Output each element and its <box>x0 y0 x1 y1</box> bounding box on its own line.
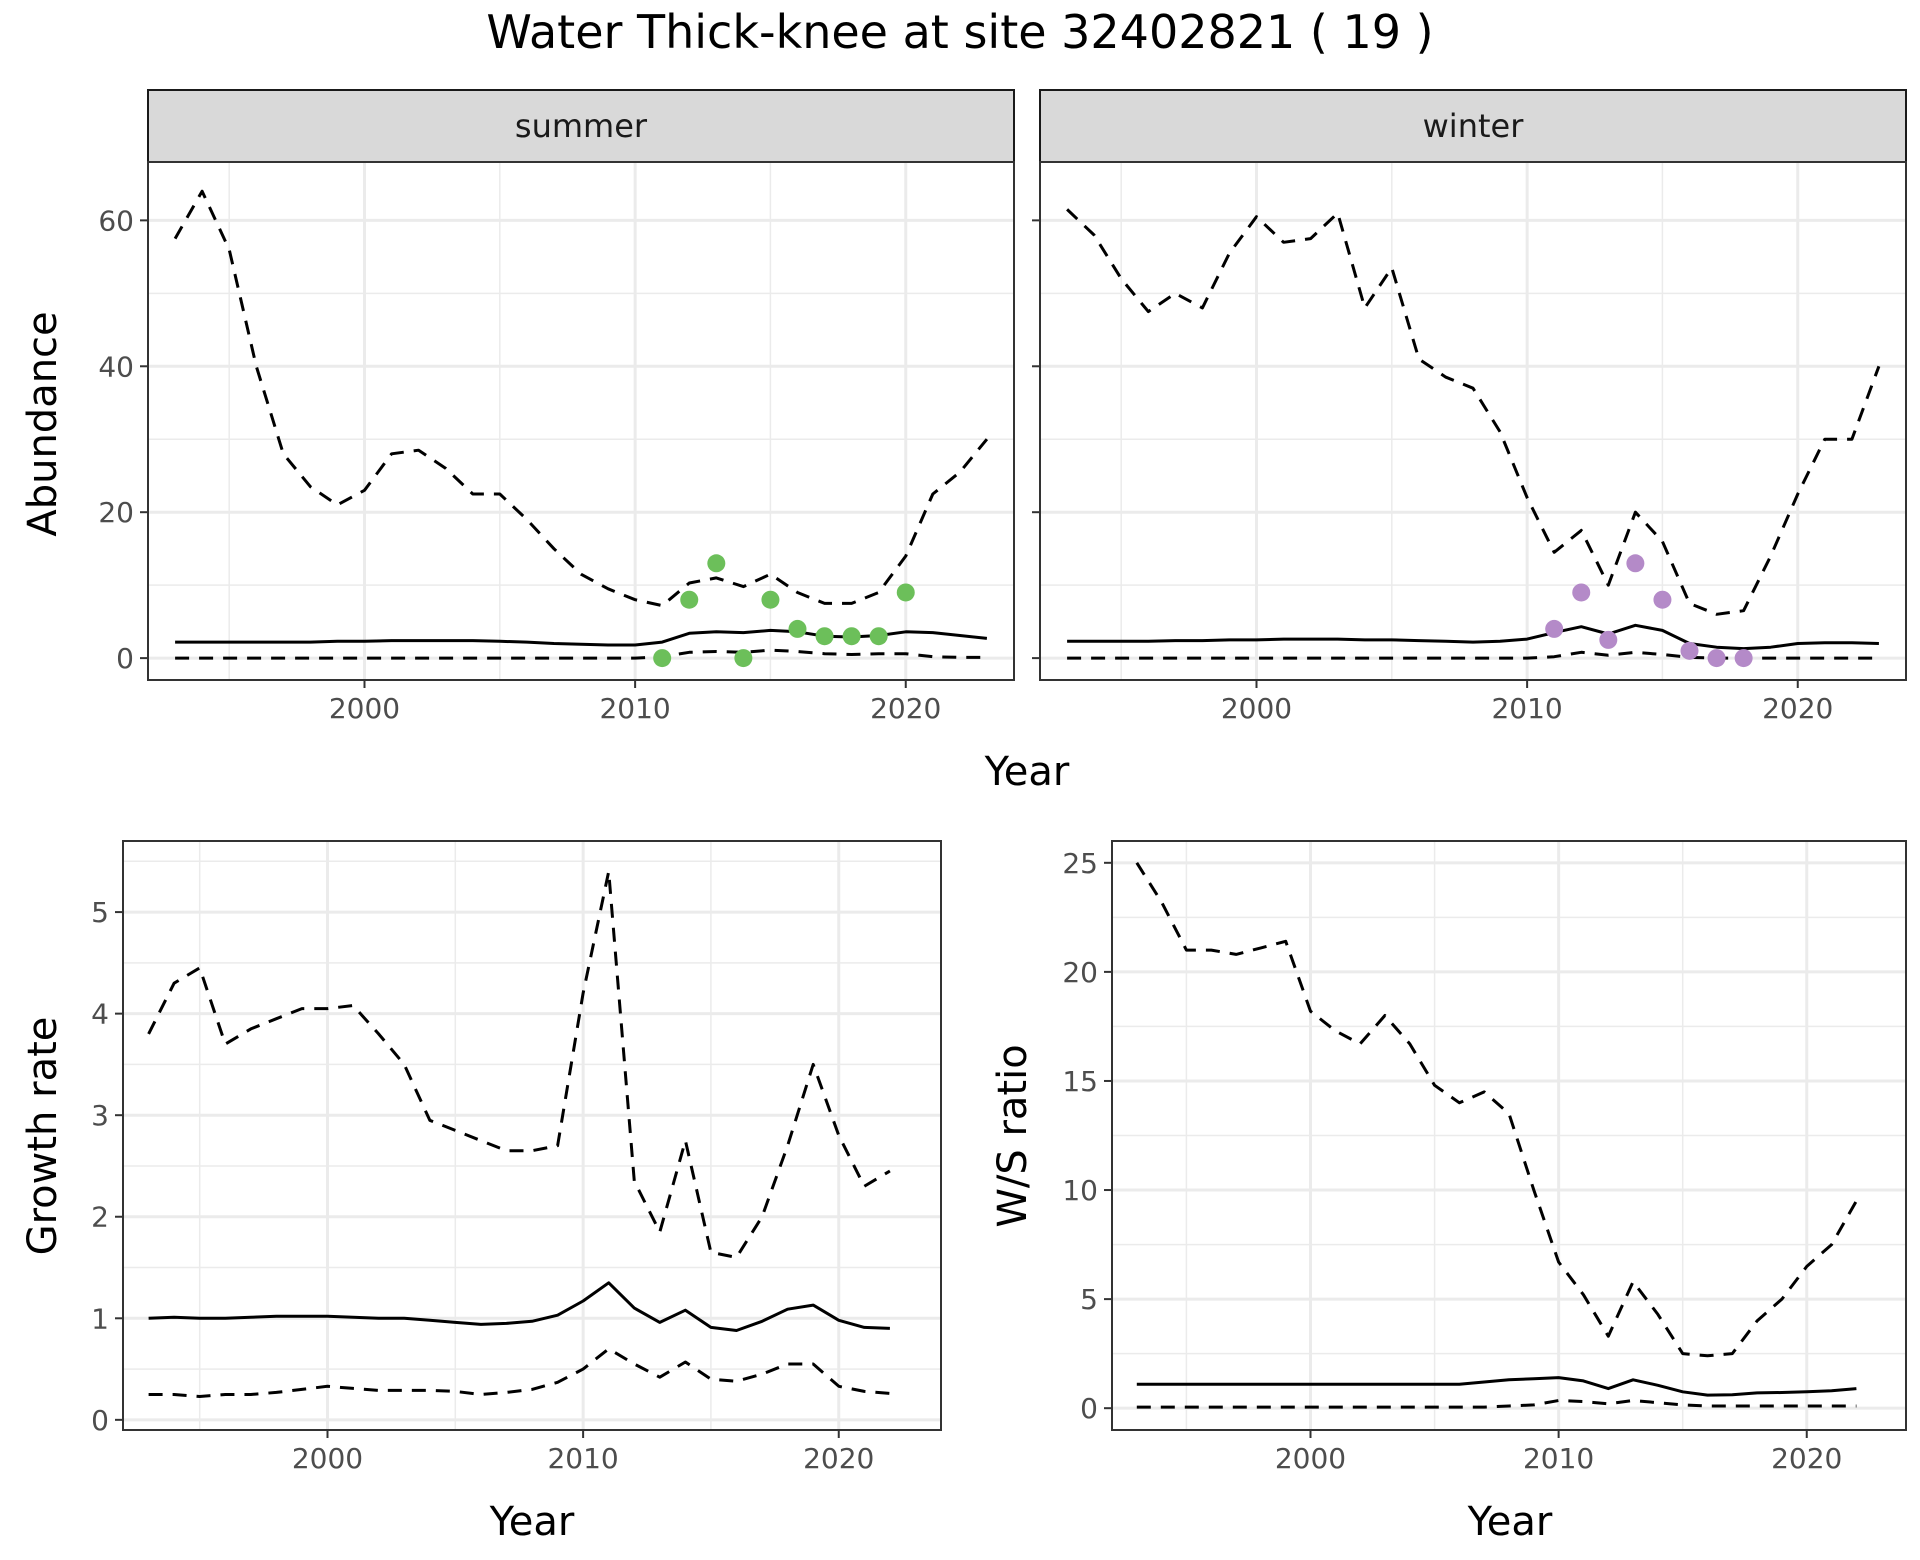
dashed-bound-line <box>175 648 987 660</box>
data-point <box>1599 630 1618 649</box>
y-tick-label: 20 <box>98 496 134 529</box>
top-y-axis-title: Abundance <box>20 311 66 536</box>
data-point <box>896 583 915 602</box>
data-point <box>707 554 726 573</box>
data-point <box>761 590 780 609</box>
y-tick-label: 0 <box>116 642 134 675</box>
x-tick-label: 2020 <box>870 692 941 725</box>
data-point <box>869 627 888 646</box>
x-tick-label: 2010 <box>599 692 670 725</box>
panel-summer: summer 2000 2010 2020 0 20 40 60 <box>98 89 1015 725</box>
strip-label-winter: winter <box>1423 107 1525 145</box>
dashed-bound-line <box>147 870 891 1259</box>
y-tick-label: 5 <box>1080 1283 1098 1316</box>
growth-y-axis-title: Growth rate <box>20 1017 66 1256</box>
data-point <box>734 649 753 668</box>
x-tick-label: 2020 <box>1771 1442 1842 1475</box>
data-point <box>1626 554 1645 573</box>
data-point <box>1707 649 1726 668</box>
x-tick-label: 2000 <box>329 692 400 725</box>
x-tick-label: 2010 <box>547 1442 618 1475</box>
data-point <box>1545 619 1564 638</box>
y-tick-label: 3 <box>91 1099 109 1132</box>
data-point <box>788 619 807 638</box>
data-point <box>815 627 834 646</box>
panel-winter: winter 2000 2010 2020 <box>1032 89 1907 725</box>
data-point <box>680 590 699 609</box>
growth-x-axis-title: Year <box>489 1499 575 1545</box>
y-tick-label: 0 <box>91 1404 109 1437</box>
dashed-bound-line <box>1135 861 1858 1358</box>
panel-border <box>1039 161 1907 681</box>
y-tick-label: 25 <box>1062 847 1098 880</box>
x-tick-label: 2010 <box>1523 1442 1594 1475</box>
dashed-bound-line <box>1136 1399 1857 1409</box>
ratio-y-axis-title: W/S ratio <box>990 1044 1036 1227</box>
dashed-bound-line <box>148 1347 891 1398</box>
y-tick-label: 40 <box>98 350 134 383</box>
data-point <box>1680 641 1699 660</box>
chart-title: Water Thick-knee at site 32402821 ( 19 ) <box>486 5 1433 59</box>
y-tick-label: 0 <box>1080 1392 1098 1425</box>
panel-growth-rate: 2000 2010 2020 0 1 2 3 4 5 <box>91 840 942 1475</box>
x-tick-label: 2020 <box>1762 692 1833 725</box>
x-tick-label: 2000 <box>292 1442 363 1475</box>
y-tick-label: 4 <box>91 998 109 1031</box>
dashed-bound-line <box>1066 208 1881 616</box>
x-tick-label: 2000 <box>1275 1442 1346 1475</box>
panel-border <box>147 161 1015 681</box>
y-tick-label: 60 <box>98 204 134 237</box>
y-tick-label: 5 <box>91 896 109 929</box>
ratio-x-axis-title: Year <box>1467 1499 1553 1545</box>
panel-ws-ratio: 2000 2010 2020 0 5 10 15 20 25 <box>1062 840 1907 1475</box>
strip-summer <box>147 89 1015 163</box>
y-tick-label: 1 <box>91 1302 109 1335</box>
top-x-axis-title: Year <box>984 749 1070 795</box>
y-tick-label: 15 <box>1062 1065 1098 1098</box>
dashed-bound-line <box>173 189 989 608</box>
x-tick-label: 2020 <box>803 1442 874 1475</box>
panel-border <box>122 840 942 1431</box>
x-tick-label: 2010 <box>1491 692 1562 725</box>
y-tick-label: 20 <box>1062 956 1098 989</box>
data-point <box>653 649 672 668</box>
trend-line <box>1136 1376 1857 1397</box>
data-point <box>1572 583 1591 602</box>
y-tick-label: 2 <box>91 1201 109 1234</box>
data-point <box>1734 649 1753 668</box>
data-point <box>842 627 861 646</box>
trend-line <box>148 1281 890 1332</box>
data-point <box>1653 590 1672 609</box>
y-tick-label: 10 <box>1062 1174 1098 1207</box>
x-tick-label: 2000 <box>1221 692 1292 725</box>
panel-border <box>1111 840 1907 1431</box>
trend-line <box>175 628 988 647</box>
strip-label-summer: summer <box>515 107 648 145</box>
trend-line <box>1067 623 1879 651</box>
